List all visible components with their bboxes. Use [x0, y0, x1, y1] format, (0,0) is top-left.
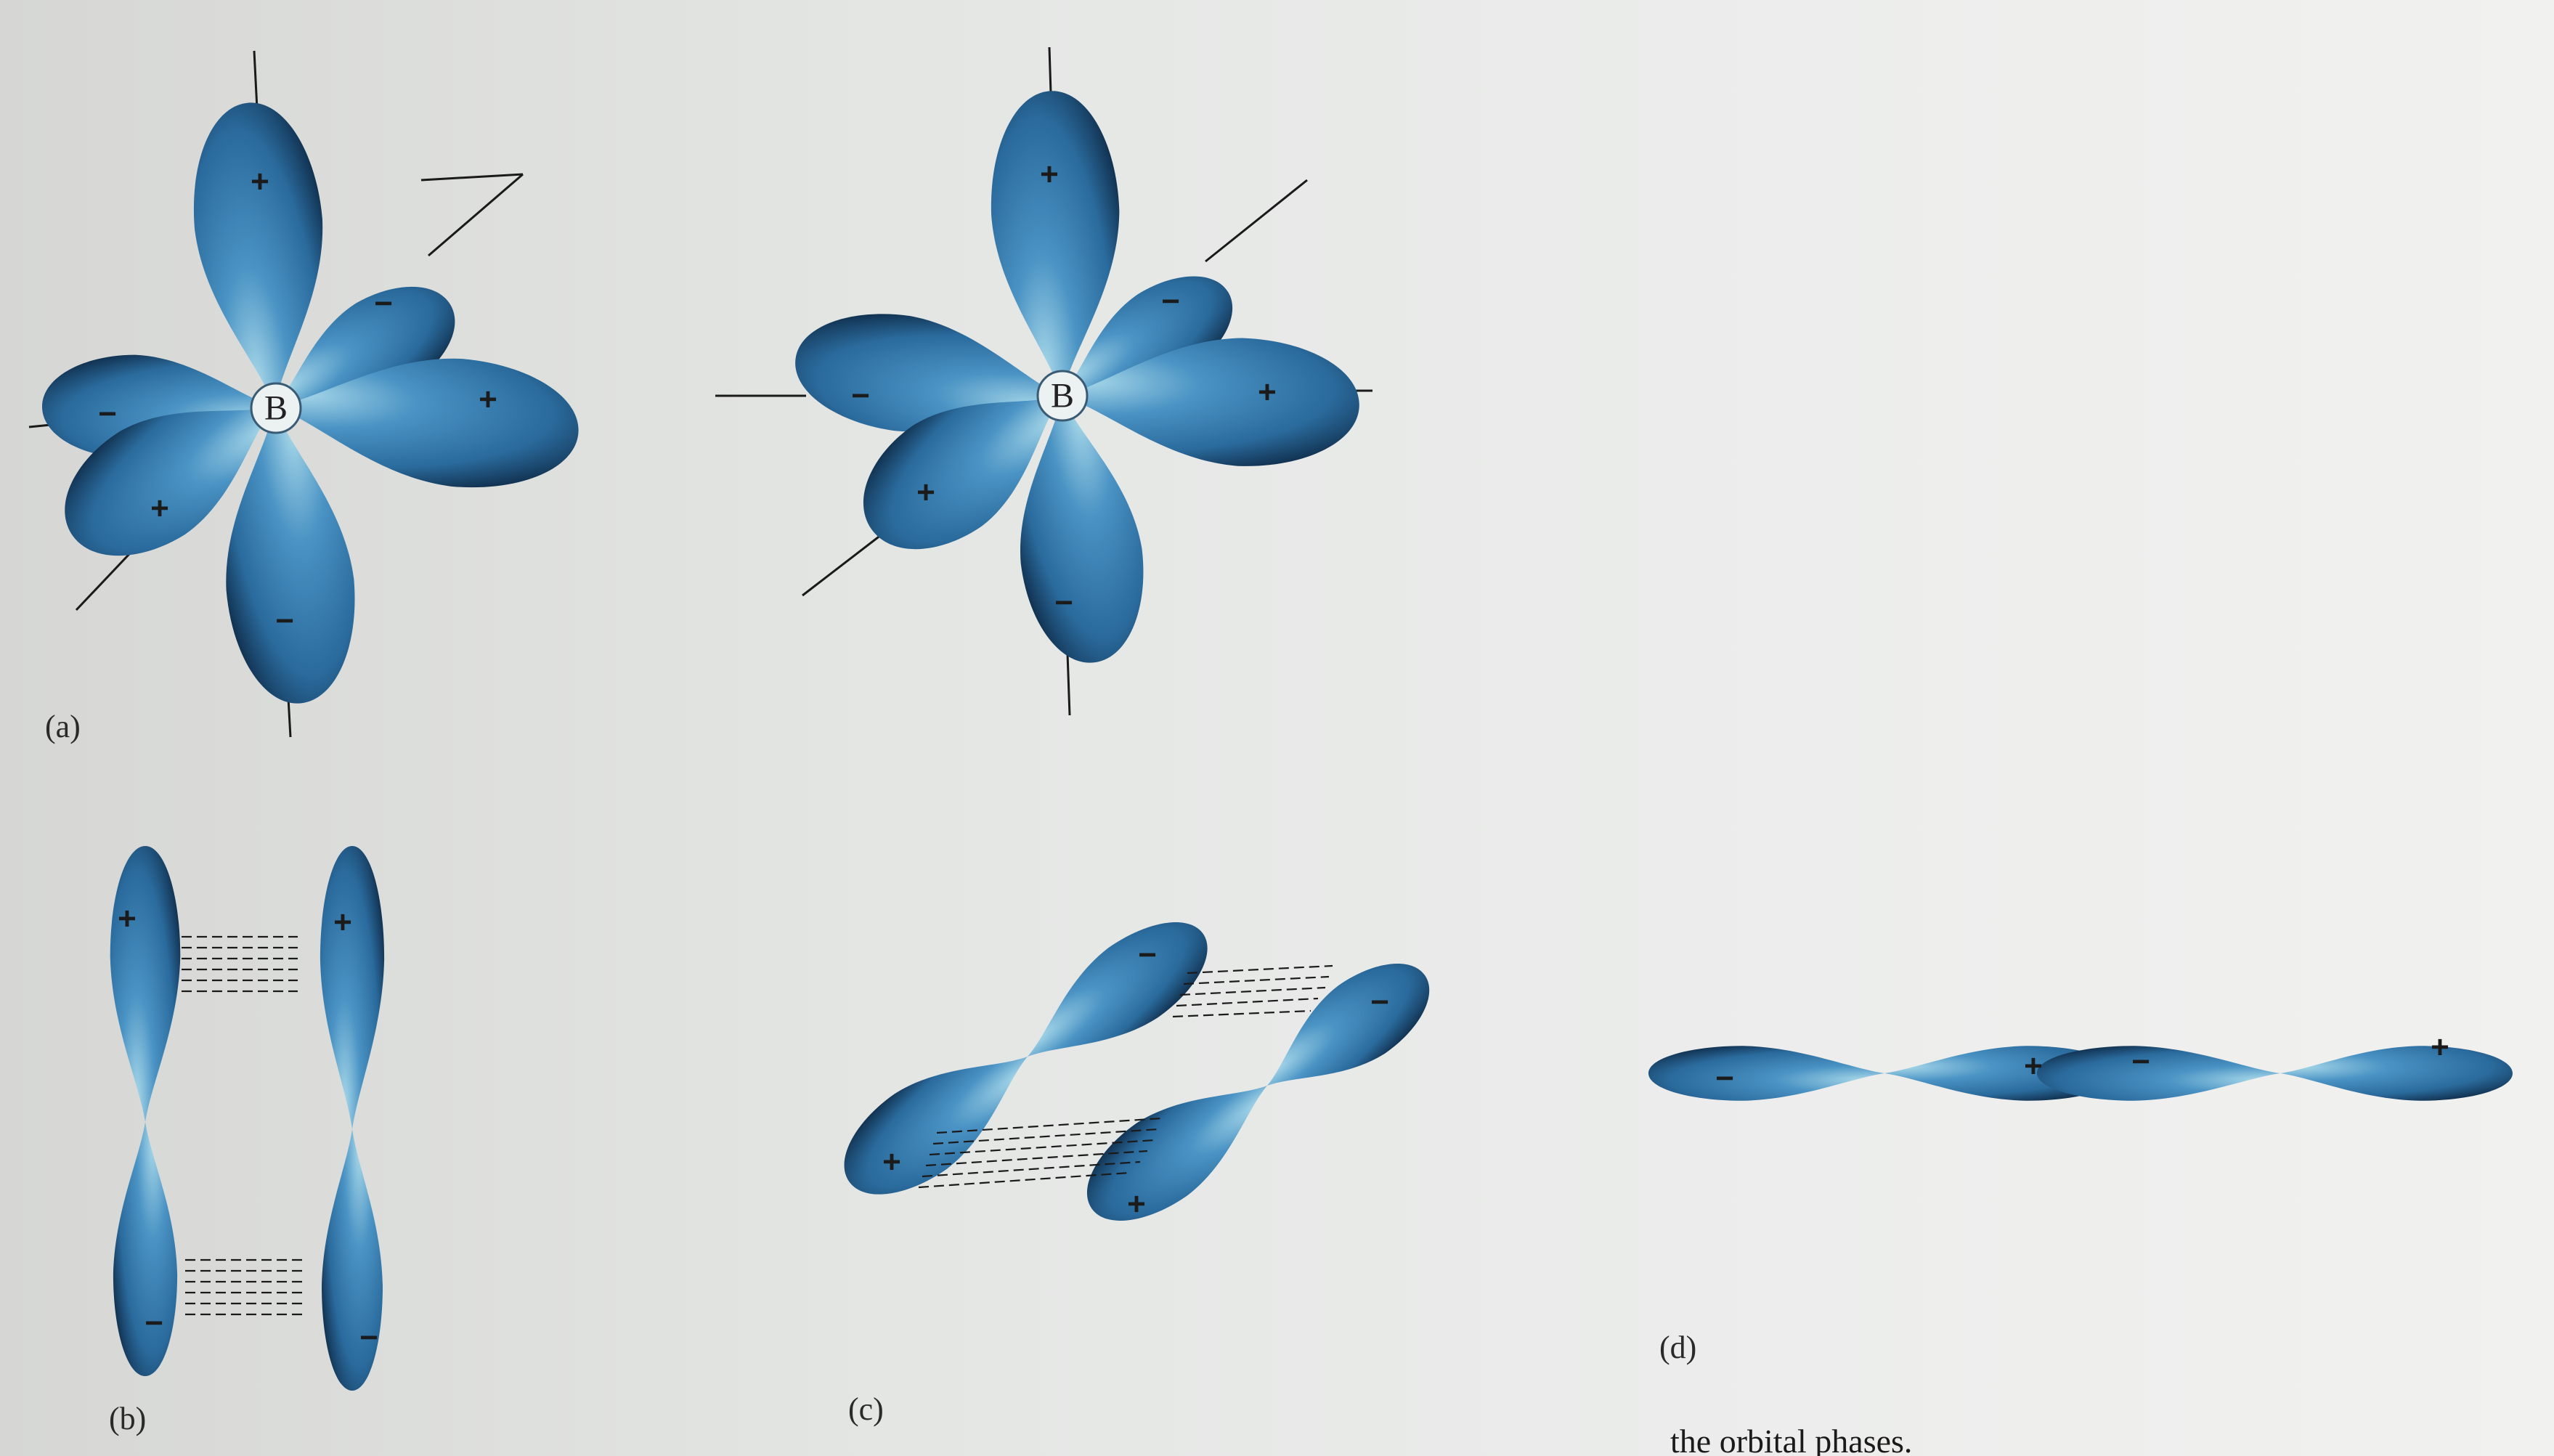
lobe-sign: − [98, 396, 117, 432]
lobe-sign: − [1370, 985, 1389, 1020]
lobe-sign: − [851, 378, 870, 414]
axis-line [1066, 653, 1071, 716]
panel-label: (a) [45, 709, 81, 744]
panel-b: + + − − (b) [109, 846, 385, 1436]
lobe-sign: − [1054, 585, 1073, 621]
lobe-sign: − [2131, 1044, 2150, 1080]
panel-a-left-bf3-orbitals: B + − − + + − [28, 50, 585, 738]
lobe-sign: − [1715, 1061, 1734, 1097]
lobe-sign: + [2024, 1049, 2043, 1084]
boron-atom [250, 382, 302, 434]
panel-label: (b) [109, 1401, 146, 1436]
lobe-sign: − [145, 1306, 163, 1341]
panel-c: − − + + (c) [823, 898, 1449, 1427]
lobe-sign: + [1258, 375, 1277, 410]
axis-line [428, 173, 524, 257]
pi-overlap-dashes [182, 935, 305, 1316]
atom-label: B [1051, 377, 1074, 415]
panel-a-right-bf3-orbitals: B + − − + + − [715, 46, 1372, 716]
axis-line [1205, 179, 1308, 263]
lobe-sign: + [150, 491, 169, 526]
panel-d: − + − + (d) [1648, 1030, 2513, 1365]
panel-label: (d) [1659, 1330, 1696, 1365]
lobe-sign: + [1127, 1187, 1146, 1222]
lobe-sign: − [359, 1320, 378, 1356]
lobe-sign: − [275, 603, 294, 639]
lobe-sign: + [916, 475, 935, 511]
lobe-sign: + [479, 382, 497, 418]
lobe-sign: − [1138, 938, 1157, 973]
axis-line [420, 173, 524, 182]
panel-a: B + − − + + − B + − − + [28, 46, 1372, 744]
lobe-sign: + [2431, 1030, 2449, 1065]
lobe-sign: + [118, 901, 137, 937]
pi-overlap-dashes [918, 964, 1333, 1189]
boron-atom [1036, 370, 1089, 422]
atom-label: B [264, 389, 288, 428]
lobe-sign: + [333, 905, 352, 940]
panel-label: (c) [848, 1391, 884, 1427]
lobe-sign: − [374, 286, 393, 322]
lobe-sign: + [1040, 157, 1059, 192]
lobe-sign: + [882, 1144, 901, 1180]
lobe-sign: + [251, 164, 269, 200]
lobe-sign: − [1161, 284, 1180, 320]
caption-fragment: the orbital phases. [1670, 1423, 1912, 1456]
